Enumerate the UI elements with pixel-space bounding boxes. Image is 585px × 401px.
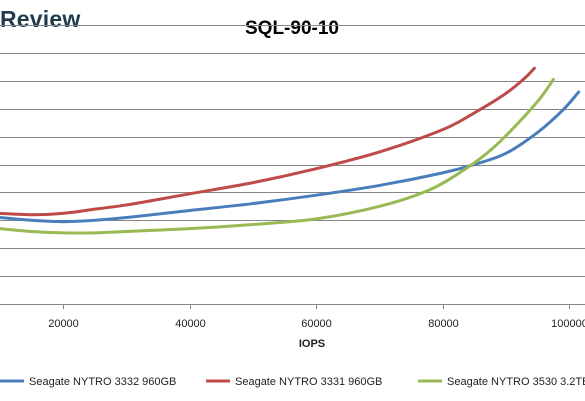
- brand-logo-text: Review: [0, 6, 81, 32]
- chart-title: SQL-90-10: [245, 18, 339, 39]
- x-tick-label: 20000: [48, 318, 79, 330]
- x-tick-label: 40000: [175, 318, 206, 330]
- legend-label: Seagate NYTRO 3331 960GB: [235, 376, 382, 388]
- series-line: [0, 77, 555, 235]
- x-tick-label: 80000: [428, 318, 459, 330]
- x-tick-label: 100000: [551, 318, 585, 330]
- x-axis-ticks: 20000 40000 60000 80000 100000: [48, 304, 585, 330]
- legend: Seagate NYTRO 3332 960GB Seagate NYTRO 33…: [0, 376, 585, 388]
- series-line: [0, 90, 581, 224]
- series-lines: [0, 66, 581, 235]
- x-tick-label: 60000: [301, 318, 332, 330]
- x-axis-label: IOPS: [299, 338, 325, 350]
- series-line: [0, 66, 536, 217]
- legend-label: Seagate NYTRO 3530 3.2TB: [447, 376, 585, 388]
- legend-label: Seagate NYTRO 3332 960GB: [29, 376, 176, 388]
- gridlines: [0, 25, 585, 277]
